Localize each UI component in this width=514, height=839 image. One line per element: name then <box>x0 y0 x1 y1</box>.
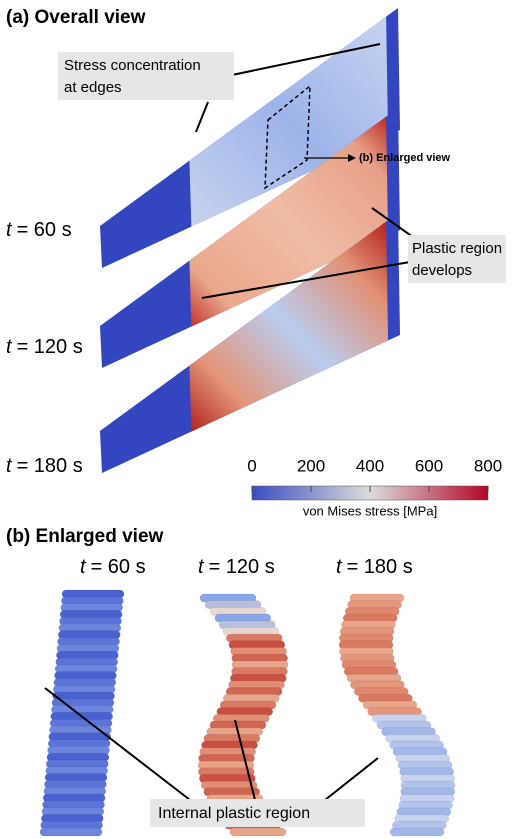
time: = 60 s <box>17 219 72 241</box>
fiber <box>230 828 286 836</box>
fiber <box>390 828 444 836</box>
colorbar-label: von Mises stress [MPa] <box>303 503 437 518</box>
time: = 60 s <box>91 556 146 578</box>
annotation: at edges <box>64 79 122 96</box>
tick-label: 200 <box>297 456 325 475</box>
symbol: t <box>6 219 13 241</box>
tick-label: 800 <box>474 456 502 475</box>
tick-label: 0 <box>247 456 256 475</box>
page: { "panel_a": { "title": "(a) Overall vie… <box>0 0 514 839</box>
colorbar: von Mises stress [MPa] 0 200 400 600 800 <box>247 456 502 518</box>
time: = 180 s <box>17 455 83 477</box>
annotation: develops <box>412 262 472 279</box>
fiber <box>40 828 102 836</box>
symbol: t <box>6 455 13 477</box>
tick-label: 600 <box>415 456 443 475</box>
link-label: (b) Enlarged view <box>359 152 451 164</box>
leader <box>196 102 208 132</box>
time-label: t= 120 s <box>198 556 275 578</box>
symbol: t <box>198 556 205 578</box>
symbol: t <box>6 336 13 358</box>
tick-label: 400 <box>356 456 384 475</box>
time: = 180 s <box>347 556 413 578</box>
annotation: Internal plastic region <box>158 805 310 822</box>
time-label: t= 180 s <box>336 556 413 578</box>
time: = 120 s <box>209 556 275 578</box>
time-label: t= 180 s <box>6 455 83 477</box>
annotation: Plastic region <box>412 240 502 257</box>
symbol: t <box>80 556 87 578</box>
panel-title: (b) Enlarged view <box>6 526 164 547</box>
time: = 120 s <box>17 336 83 358</box>
time-label: t= 120 s <box>6 336 83 358</box>
panel-title: (a) Overall view <box>6 7 146 28</box>
leader <box>325 758 378 800</box>
time-label: t= 60 s <box>6 219 72 241</box>
annotation: Stress concentration <box>64 57 201 74</box>
symbol: t <box>336 556 343 578</box>
time-label: t= 60 s <box>80 556 146 578</box>
figure: (a) Overall view Stress concentration at… <box>0 0 514 839</box>
